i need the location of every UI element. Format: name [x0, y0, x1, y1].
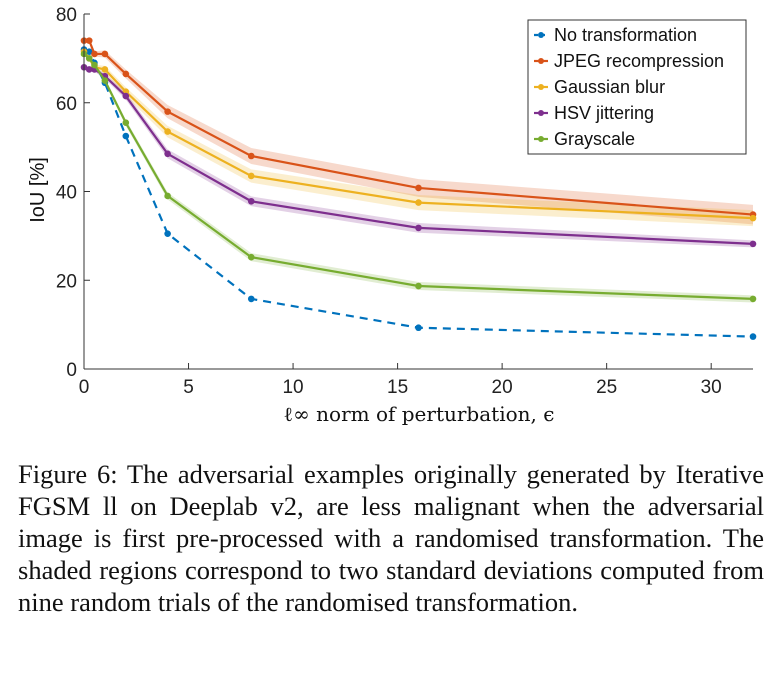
legend: No transformation JPEG recompression Gauss… — [527, 19, 747, 155]
data-point-1-2 — [91, 50, 98, 58]
data-point-1-3 — [101, 50, 109, 58]
legend-entry-2: Gaussian blur — [554, 77, 665, 97]
data-point-4-1 — [85, 55, 93, 62]
data-point-0-8 — [749, 333, 757, 340]
x-tick-label: 0 — [79, 377, 90, 398]
x-tick-label: 30 — [701, 377, 722, 398]
y-tick-label: 40 — [56, 183, 77, 204]
legend-entry-0: No transformation — [554, 25, 697, 45]
data-point-3-4 — [122, 92, 130, 100]
data-point-0-6 — [247, 295, 255, 303]
figure-caption: Figure 6: The adversarial examples origi… — [18, 459, 764, 617]
data-point-1-1 — [85, 37, 93, 44]
data-point-2-8 — [749, 214, 757, 222]
legend-entry-3: HSV jittering — [554, 103, 654, 123]
x-tick-label: 5 — [183, 377, 194, 398]
data-point-4-6 — [247, 253, 255, 261]
data-point-3-7 — [415, 224, 422, 232]
data-point-1-6 — [247, 152, 255, 160]
legend-entry-1: JPEG recompression — [554, 51, 724, 71]
legend-marker-0 — [538, 32, 544, 38]
series-line-0 — [83, 48, 754, 338]
y-tick-label: 20 — [56, 271, 77, 292]
data-point-4-3 — [101, 77, 109, 84]
data-point-2-6 — [247, 172, 255, 180]
legend-marker-2 — [538, 84, 544, 90]
data-point-1-5 — [164, 108, 171, 115]
data-point-0-1 — [85, 48, 93, 56]
legend-marker-3 — [538, 110, 544, 116]
data-point-4-7 — [415, 282, 422, 290]
data-point-1-7 — [415, 184, 422, 192]
series-lines — [80, 37, 757, 340]
y-axis-label: IoU [%] — [27, 157, 49, 223]
x-tick-label: 25 — [596, 377, 617, 398]
data-point-2-3 — [101, 66, 109, 73]
data-point-4-4 — [122, 119, 130, 127]
data-point-4-8 — [749, 295, 757, 303]
axes: 0 20 40 60 80 0 5 10 15 20 25 30 — [56, 5, 753, 398]
x-tick-label: 15 — [387, 377, 408, 398]
data-point-3-1 — [85, 66, 93, 73]
data-point-0-5 — [164, 230, 171, 237]
x-tick-label: 10 — [282, 377, 303, 398]
y-tick-label: 60 — [56, 94, 77, 115]
iou-vs-perturbation-chart: 0 20 40 60 80 0 5 10 15 20 25 30 No transformation J… — [27, 5, 757, 426]
legend-marker-1 — [538, 58, 544, 64]
x-tick-label: 20 — [492, 377, 513, 398]
data-point-3-6 — [247, 197, 255, 205]
legend-entry-4: Grayscale — [554, 129, 635, 149]
legend-box — [527, 19, 747, 155]
band-series-2 — [84, 49, 753, 227]
x-axis-label: ℓ∞ norm of perturbation, ϵ — [284, 402, 555, 426]
data-point-2-5 — [164, 128, 171, 135]
data-point-3-8 — [749, 240, 757, 248]
y-tick-label: 80 — [56, 5, 77, 26]
data-point-3-5 — [164, 150, 171, 158]
legend-marker-4 — [538, 136, 544, 142]
y-tick-label: 0 — [66, 360, 77, 381]
data-point-2-7 — [415, 199, 422, 206]
data-point-0-4 — [122, 132, 130, 140]
data-point-0-7 — [415, 324, 422, 332]
data-point-4-5 — [164, 192, 171, 200]
data-point-4-2 — [91, 61, 98, 69]
data-point-1-4 — [122, 70, 130, 78]
